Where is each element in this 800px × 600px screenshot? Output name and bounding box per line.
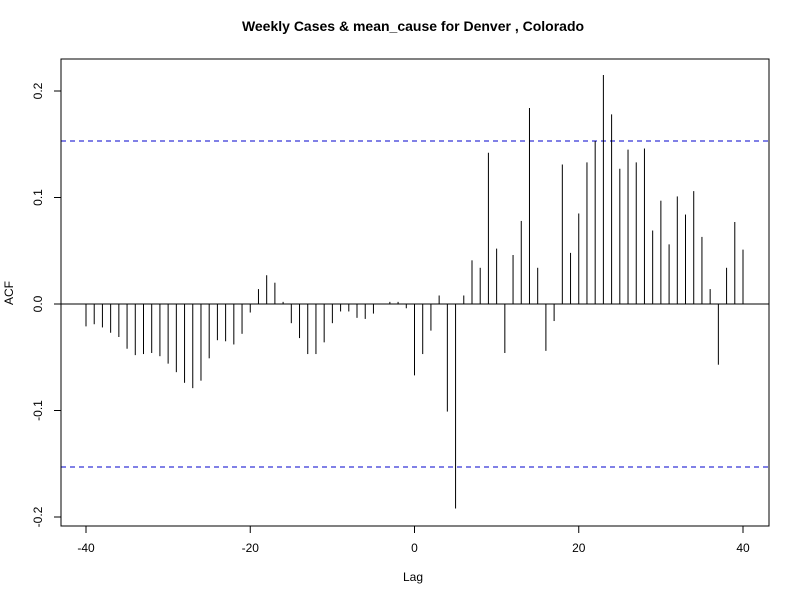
y-tick-label: 0.0 (31, 295, 45, 312)
x-tick-label: -40 (77, 541, 95, 555)
x-tick-label: 0 (411, 541, 418, 555)
confidence-band-layer (61, 140, 769, 468)
x-tick-label: 40 (736, 541, 750, 555)
acf-bars (85, 75, 744, 509)
x-tick-label: -20 (242, 541, 260, 555)
y-axis: -0.2 -0.1 0.0 0.1 0.2 (31, 82, 62, 527)
x-tick-label: 20 (572, 541, 586, 555)
y-tick-label: 0.1 (31, 189, 45, 206)
x-axis-label: Lag (403, 570, 423, 584)
x-axis: -40 -20 0 20 40 (77, 525, 750, 555)
plot-frame (60, 58, 770, 527)
y-tick-label: -0.1 (31, 400, 45, 421)
chart-title: Weekly Cases & mean_cause for Denver , C… (242, 18, 584, 34)
y-tick-label: 0.2 (31, 82, 45, 99)
y-axis-label: ACF (2, 281, 16, 305)
y-tick-label: -0.2 (31, 506, 45, 527)
